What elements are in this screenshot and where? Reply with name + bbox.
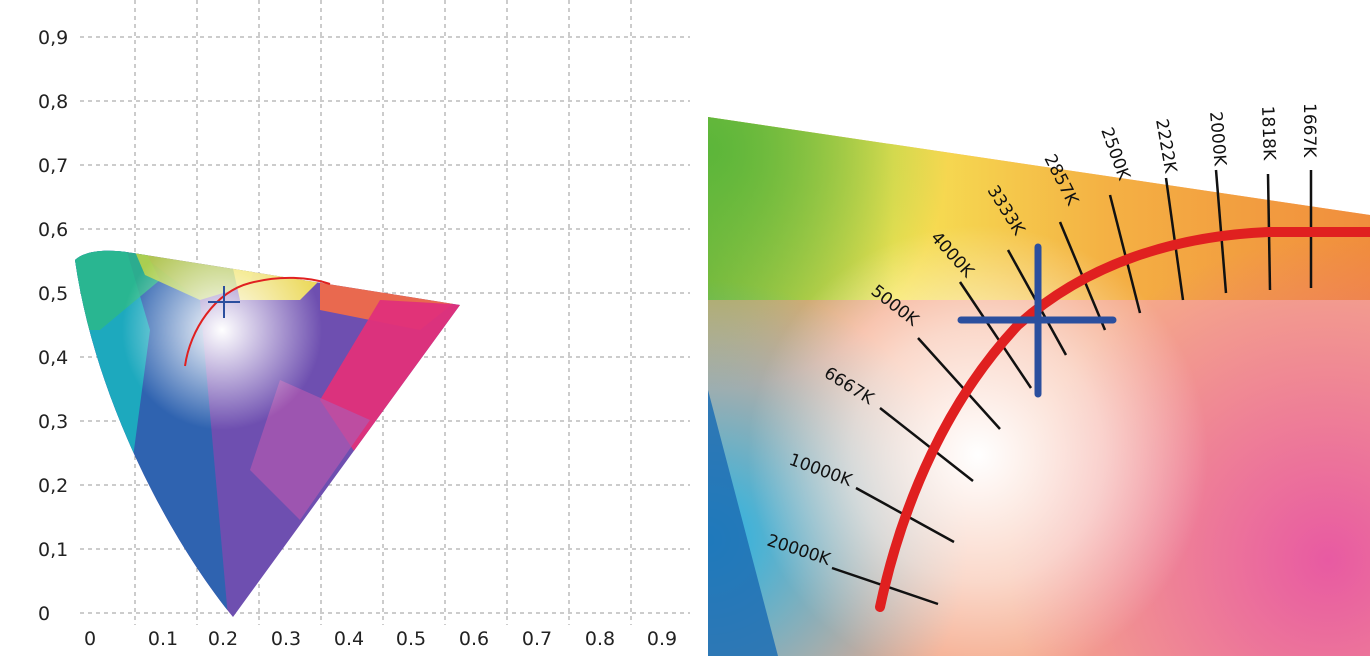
x-tick-label: 0.8	[585, 628, 615, 650]
y-tick-label: 0,1	[38, 539, 68, 561]
chromaticity-diagram-overview: 0 0,1 0,2 0,3 0,4 0,5 0,6 0,7 0,8 0,9 0 …	[38, 0, 690, 650]
x-axis-tick-labels: 0 0.1 0.2 0.3 0.4 0.5 0.6 0.7 0.8 0.9	[84, 628, 677, 650]
x-tick-label: 0.5	[396, 628, 426, 650]
cct-label-2000k: 2000K	[1205, 111, 1230, 168]
x-tick-label: 0.1	[148, 628, 178, 650]
x-tick-label: 0.6	[459, 628, 489, 650]
crosshair-marker-detail	[957, 243, 1117, 398]
cct-label-1818k: 1818K	[1257, 105, 1279, 161]
x-tick-label: 0	[84, 628, 96, 650]
y-tick-label: 0,7	[38, 155, 68, 177]
y-tick-label: 0,6	[38, 219, 68, 241]
x-tick-label: 0.2	[208, 628, 238, 650]
y-tick-label: 0,9	[38, 27, 68, 49]
cct-label-1667k: 1667K	[1299, 103, 1319, 158]
planckian-locus-detail	[875, 227, 1370, 612]
planckian-locus	[184, 276, 331, 367]
y-tick-label: 0	[38, 603, 50, 625]
x-tick-label: 0.9	[647, 628, 677, 650]
crosshair-marker	[208, 286, 240, 318]
cct-label-2222k: 2222K	[1151, 117, 1180, 175]
y-tick-label: 0,5	[38, 283, 68, 305]
x-tick-label: 0.7	[522, 628, 552, 650]
gamut-fill	[75, 250, 460, 617]
x-tick-label: 0.4	[334, 628, 364, 650]
y-axis-tick-labels: 0 0,1 0,2 0,3 0,4 0,5 0,6 0,7 0,8 0,9	[38, 27, 68, 625]
y-tick-label: 0,8	[38, 91, 68, 113]
x-tick-label: 0.3	[271, 628, 301, 650]
y-tick-label: 0,3	[38, 411, 68, 433]
cct-label-2500k: 2500K	[1096, 125, 1134, 184]
y-tick-label: 0,2	[38, 475, 68, 497]
chromaticity-diagram-zoom: 20000K 10000K 6667K 5000K 4000K 3333K 28…	[708, 103, 1370, 656]
y-tick-label: 0,4	[38, 347, 68, 369]
